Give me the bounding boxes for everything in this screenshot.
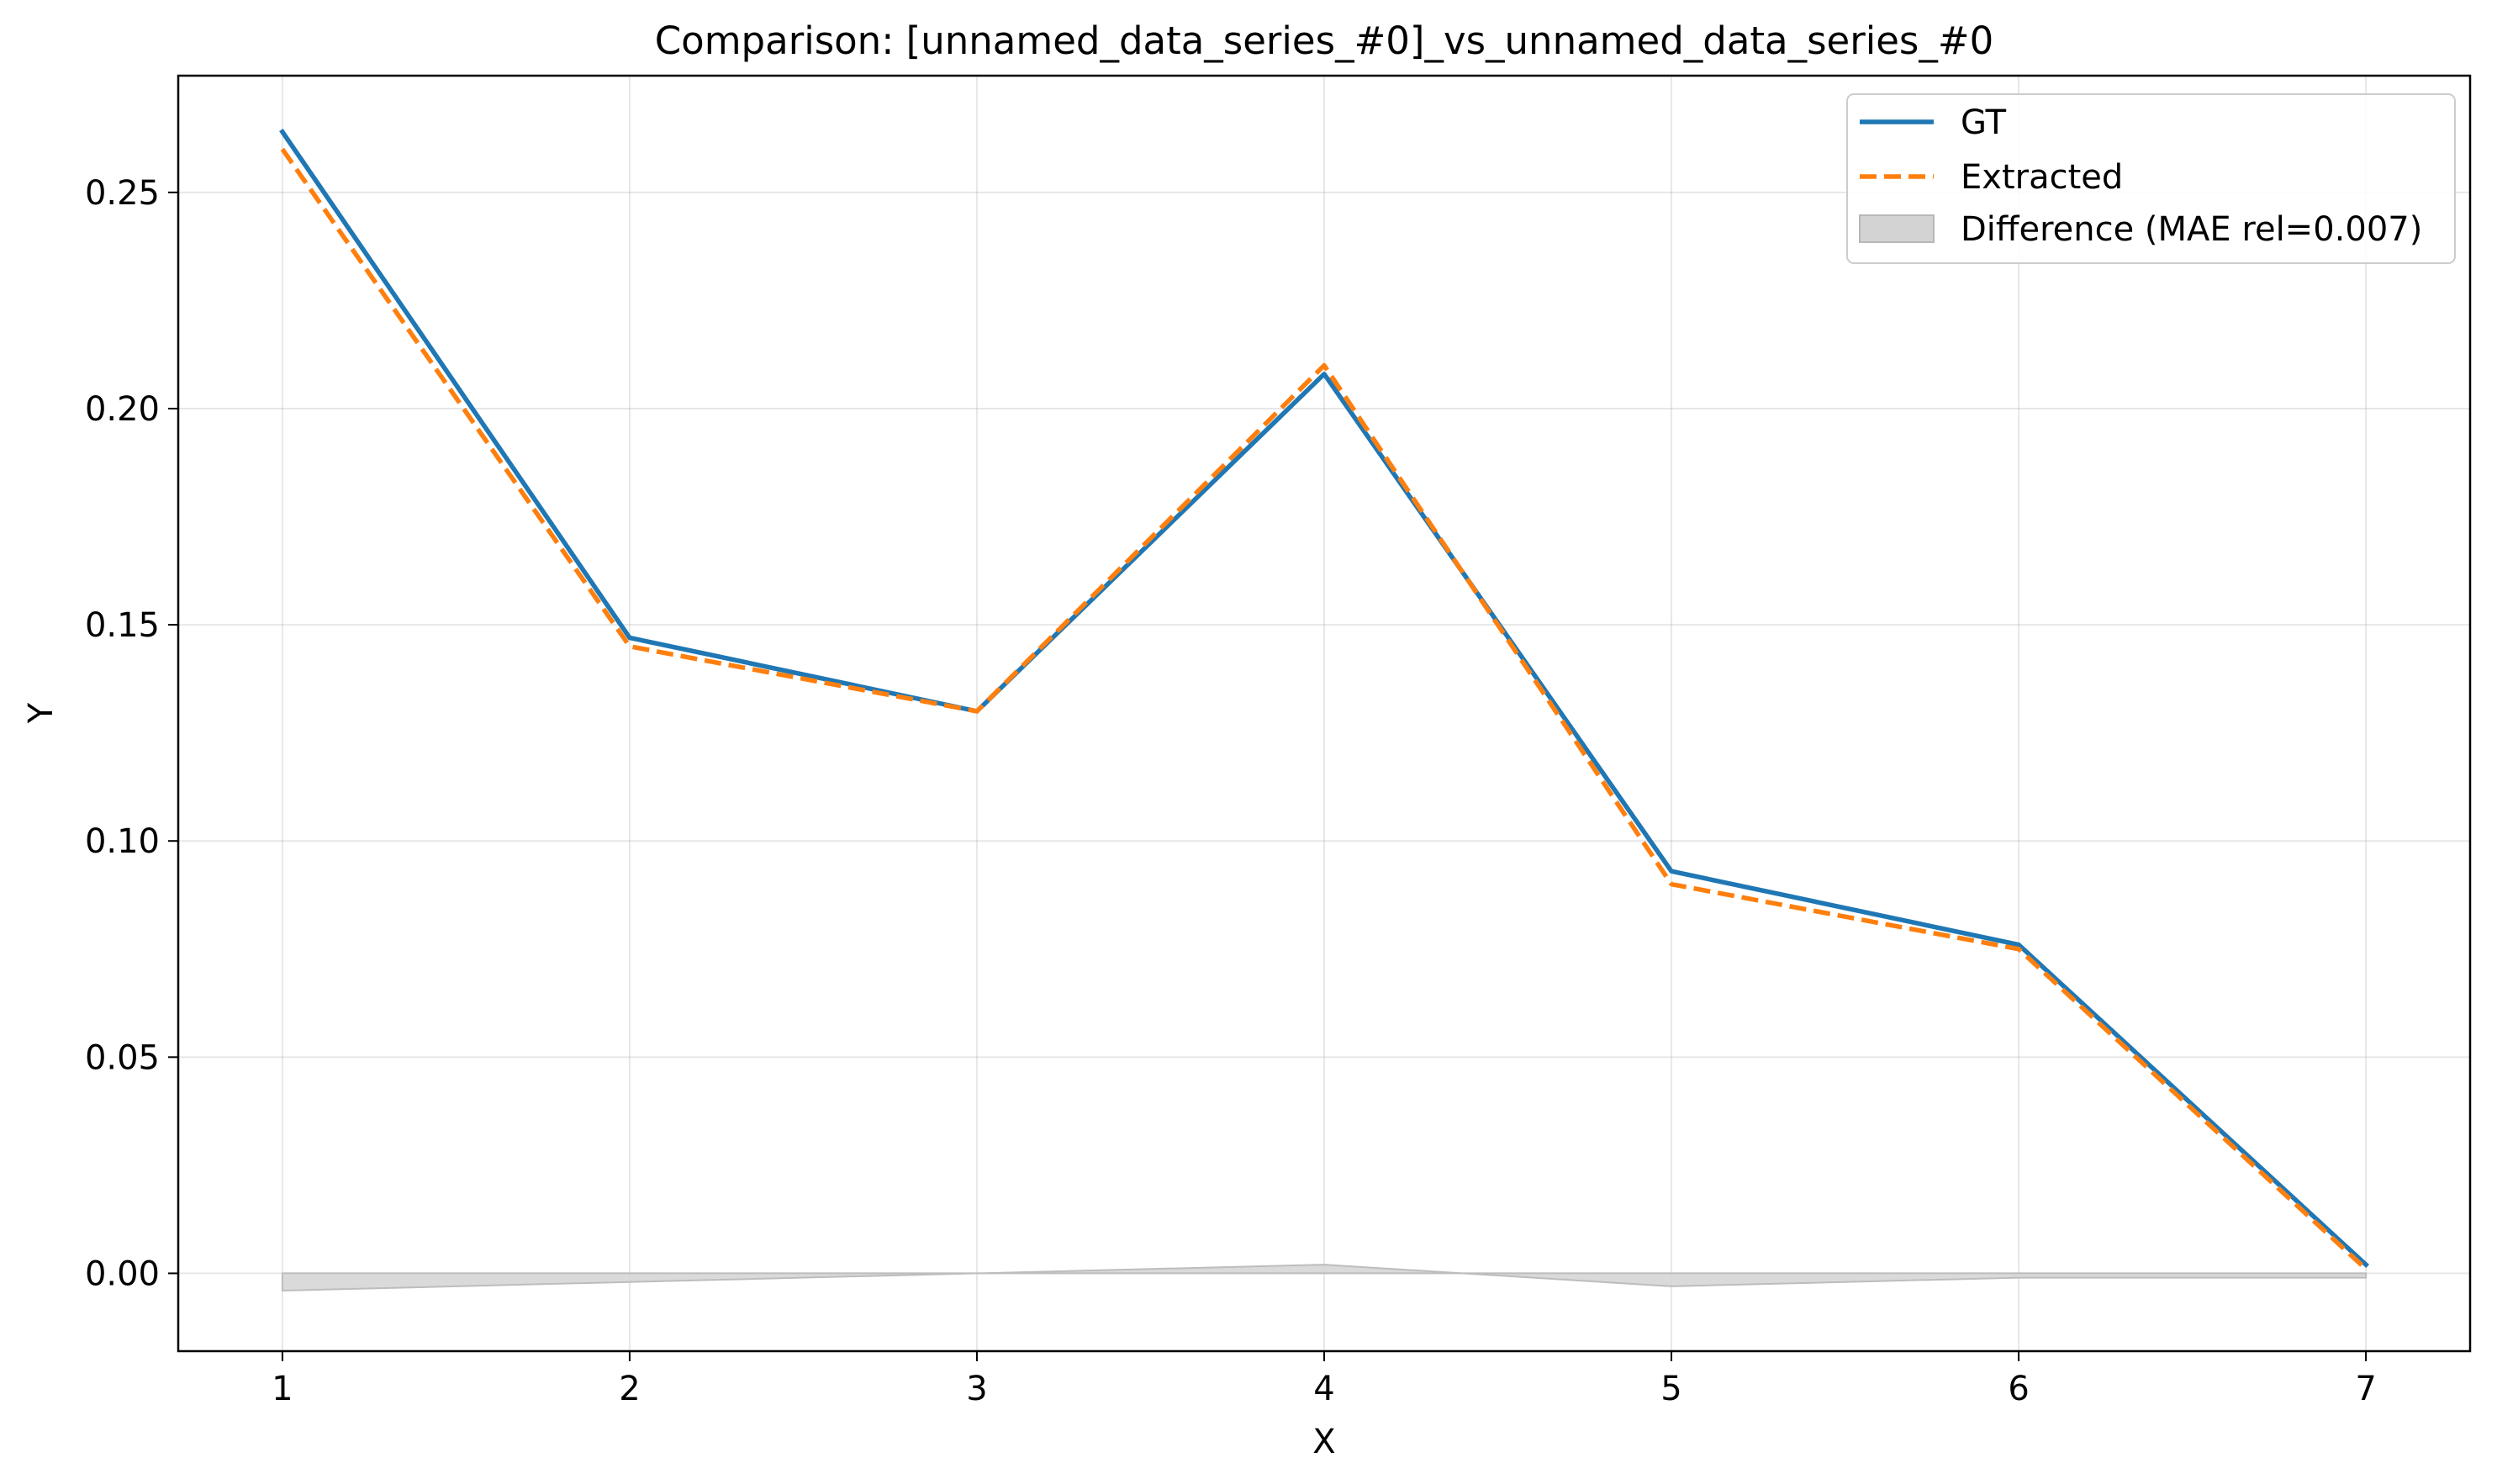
x-tick-label: 3 [966,1370,987,1408]
y-tick-label: 0.25 [85,174,160,213]
x-tick-label: 2 [619,1370,640,1408]
legend-swatch-difference [1859,214,1935,243]
series-line-extracted [280,147,2368,1271]
y-tick-label: 0.05 [85,1038,160,1077]
legend: GT Extracted Difference (MAE rel=0.007) [1846,93,2456,264]
difference-area-layer [281,1264,2368,1292]
difference-area [281,1264,2368,1292]
y-axis-label: Y [22,702,61,724]
x-tick-label: 4 [1313,1370,1334,1408]
legend-label-extracted: Extracted [1961,158,2123,197]
legend-label-difference: Difference (MAE rel=0.007) [1961,210,2422,249]
y-axis-ticks: 0.00 0.05 0.10 0.15 0.20 0.25 [85,174,178,1293]
y-tick-label: 0.00 [85,1254,160,1293]
series-line-gt [279,129,2369,1269]
series-layer [279,129,2369,1271]
x-tick-label: 1 [272,1370,293,1408]
y-tick-label: 0.15 [85,606,160,645]
chart-title: Comparison: [unnamed_data_series_#0]_vs_… [655,18,1993,63]
y-tick-label: 0.20 [85,390,160,429]
y-tick-label: 0.10 [85,822,160,861]
legend-box [1846,93,2456,264]
x-axis-ticks: 1 2 3 4 5 6 7 [272,1351,2377,1408]
legend-label-gt: GT [1961,103,2007,142]
x-tick-label: 5 [1660,1370,1681,1408]
x-tick-label: 7 [2355,1370,2376,1408]
x-axis-label: X [1312,1423,1335,1461]
x-tick-label: 6 [2008,1370,2029,1408]
